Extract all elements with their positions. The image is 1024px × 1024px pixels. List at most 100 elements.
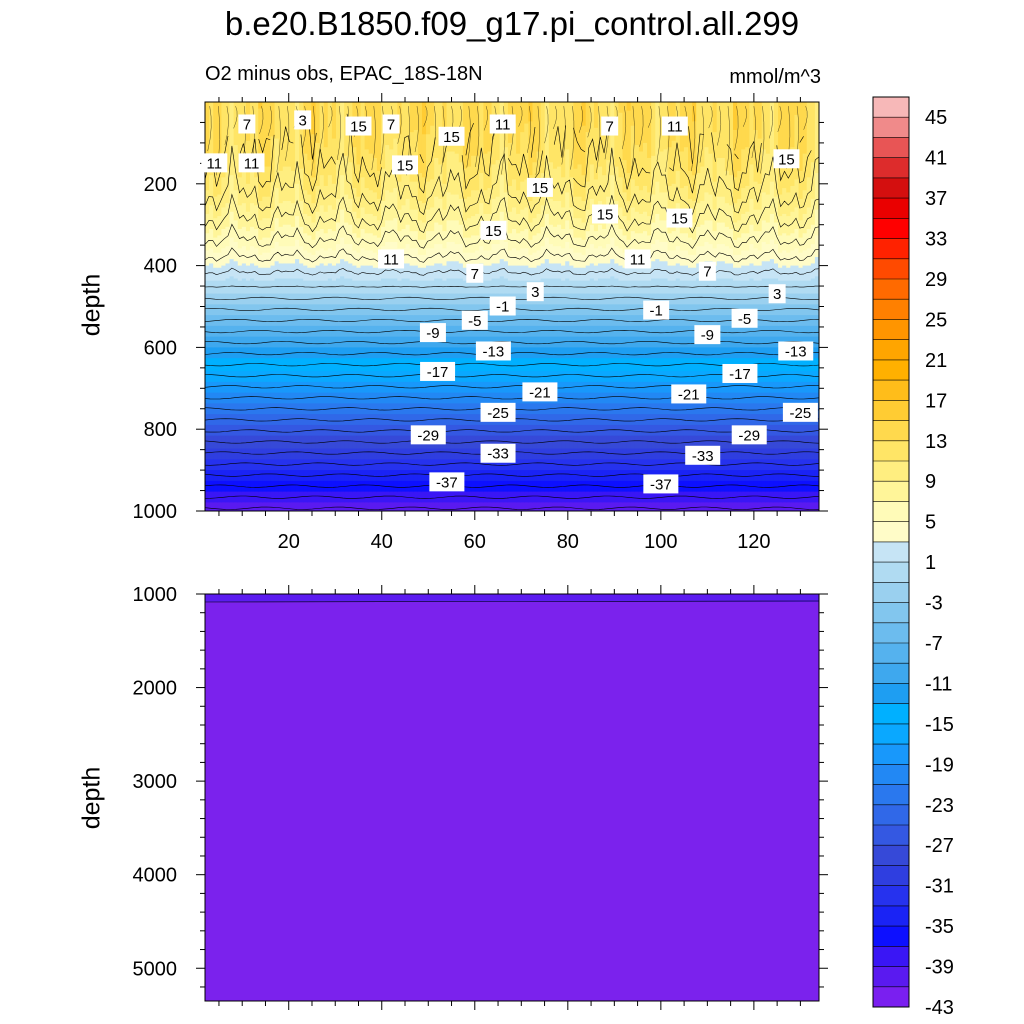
contour-band bbox=[331, 358, 337, 372]
contour-band bbox=[233, 325, 239, 338]
contour-band bbox=[688, 315, 693, 327]
contour-band bbox=[573, 347, 579, 359]
contour-band bbox=[241, 170, 247, 204]
contour-band bbox=[389, 459, 394, 471]
contour-band bbox=[683, 403, 689, 415]
contour-band bbox=[814, 304, 819, 316]
contour-line bbox=[205, 473, 819, 477]
contour-band bbox=[397, 459, 403, 471]
contour-band bbox=[667, 233, 673, 252]
contour-column bbox=[626, 102, 632, 511]
contour-line bbox=[699, 106, 704, 163]
contour-band bbox=[565, 241, 570, 262]
contour-band bbox=[393, 336, 398, 348]
contour-band bbox=[790, 293, 796, 305]
contour-band bbox=[405, 347, 411, 359]
contour-band bbox=[335, 315, 341, 327]
contour-band bbox=[364, 424, 370, 437]
contour-line bbox=[205, 385, 819, 389]
contour-band bbox=[569, 491, 574, 503]
contour-band bbox=[728, 403, 734, 415]
contour-band bbox=[348, 470, 353, 482]
contour-band bbox=[426, 502, 431, 511]
contour-band bbox=[397, 336, 403, 348]
contour-band bbox=[499, 371, 505, 383]
contour-band bbox=[708, 347, 714, 359]
colorbar-swatch bbox=[873, 501, 909, 523]
contour-band bbox=[352, 325, 358, 338]
contour-band bbox=[630, 231, 636, 249]
contour-band bbox=[757, 325, 763, 338]
contour-band bbox=[528, 502, 534, 511]
contour-band bbox=[221, 265, 227, 282]
contour-band bbox=[258, 336, 263, 348]
contour-band bbox=[205, 403, 210, 415]
contour-band bbox=[266, 435, 272, 450]
contour-band bbox=[798, 220, 804, 239]
contour-band bbox=[376, 315, 382, 327]
contour-band bbox=[585, 448, 591, 460]
contour-band bbox=[769, 213, 775, 241]
contour-band bbox=[810, 315, 816, 327]
contour-band bbox=[655, 358, 660, 372]
contour-band bbox=[642, 293, 648, 305]
contour-band bbox=[675, 226, 681, 247]
contour-band bbox=[409, 480, 415, 493]
contour-band bbox=[397, 102, 403, 135]
contour-band bbox=[778, 358, 783, 372]
y-tick-label: 1000 bbox=[133, 584, 178, 606]
contour-band bbox=[683, 147, 689, 187]
contour-band bbox=[696, 173, 701, 204]
contour-band bbox=[426, 381, 431, 394]
contour-band bbox=[250, 170, 255, 204]
contour-band bbox=[397, 435, 403, 450]
contour-band bbox=[585, 459, 591, 471]
contour-band bbox=[544, 371, 550, 383]
contour-band bbox=[250, 102, 255, 172]
contour-band bbox=[724, 448, 730, 460]
contour-band bbox=[651, 403, 656, 415]
contour-band bbox=[688, 424, 693, 437]
contour-band bbox=[217, 304, 222, 316]
contour-band bbox=[499, 435, 505, 450]
contour-band bbox=[798, 502, 804, 511]
contour-band bbox=[512, 502, 517, 511]
contour-band bbox=[466, 196, 472, 219]
contour-band bbox=[209, 358, 214, 372]
contour-band bbox=[364, 149, 370, 189]
contour-band bbox=[245, 480, 251, 493]
contour-band bbox=[548, 325, 554, 338]
contour-band bbox=[307, 280, 313, 295]
contour-band bbox=[442, 183, 448, 211]
contour-band bbox=[765, 244, 771, 262]
contour-band bbox=[335, 414, 341, 426]
contour-band bbox=[278, 304, 284, 316]
contour-band bbox=[315, 381, 321, 394]
contour-band bbox=[262, 381, 267, 394]
contour-band bbox=[409, 280, 415, 295]
contour-label-box bbox=[778, 341, 814, 361]
contour-band bbox=[315, 280, 321, 295]
contour-band bbox=[622, 435, 628, 450]
contour-band bbox=[589, 424, 595, 437]
contour-band bbox=[814, 173, 819, 211]
contour-band bbox=[356, 218, 362, 239]
contour-band bbox=[495, 263, 501, 280]
contour-band bbox=[814, 459, 819, 471]
contour-band bbox=[806, 502, 812, 511]
contour-band bbox=[503, 371, 509, 383]
contour-band bbox=[520, 209, 525, 232]
contour-label-text: 15 bbox=[671, 211, 688, 228]
contour-band bbox=[700, 358, 705, 372]
contour-band bbox=[614, 403, 620, 415]
contour-band bbox=[614, 480, 620, 493]
contour-band bbox=[241, 246, 247, 265]
contour-band bbox=[597, 470, 603, 482]
contour-band bbox=[597, 403, 603, 415]
contour-band bbox=[667, 381, 673, 394]
contour-label-text: -13 bbox=[483, 343, 505, 360]
contour-band bbox=[250, 336, 255, 348]
contour-band bbox=[778, 448, 783, 460]
contour-band bbox=[745, 265, 751, 282]
contour-band bbox=[205, 371, 210, 383]
